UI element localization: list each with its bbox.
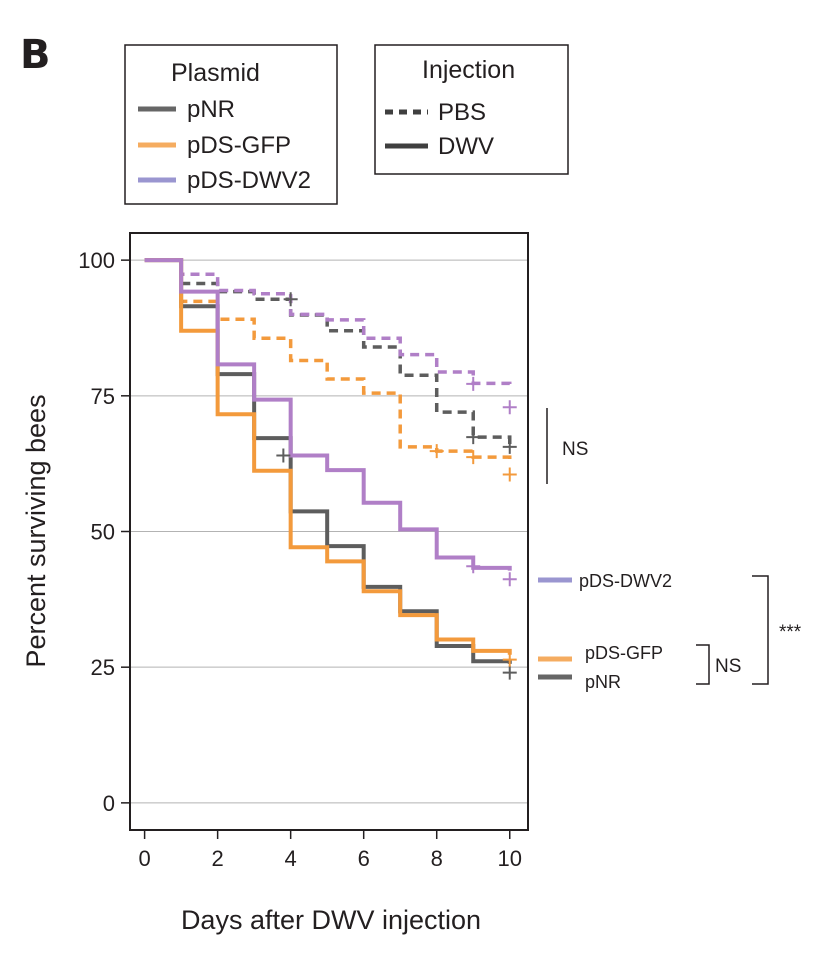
censor-marks	[276, 292, 517, 680]
legend-label-pds-gfp: pDS-GFP	[187, 132, 291, 159]
end-label-pds-gfp: pDS-GFP	[585, 643, 663, 663]
censor-mark	[502, 439, 517, 454]
dwv2-significance-label: ***	[779, 622, 802, 643]
censor-mark	[466, 450, 481, 465]
y-tick-label: 50	[91, 520, 115, 545]
plot-area: 0 25 50 75 100 0 2 4 6 8 10	[78, 232, 529, 871]
y-tick-label: 0	[103, 791, 115, 816]
censor-mark	[429, 444, 444, 459]
series-layer	[144, 258, 512, 664]
legend-label-dwv: DWV	[438, 133, 494, 160]
panel-label: B	[20, 32, 51, 78]
censor-mark	[502, 572, 517, 587]
dwv2-significance-bracket	[752, 575, 769, 685]
censor-mark	[276, 448, 291, 463]
x-tick-label: 6	[358, 846, 370, 871]
injection-legend: Injection PBS DWV	[374, 44, 569, 175]
x-tick-label: 2	[212, 846, 224, 871]
x-tick-label: 0	[138, 846, 150, 871]
censor-mark	[502, 400, 517, 415]
x-tick-label: 8	[431, 846, 443, 871]
legend-label-pnr: pNR	[187, 96, 235, 123]
series-pds-dwv2-pbs	[144, 258, 512, 388]
censor-mark	[502, 467, 517, 482]
legend-label-pbs: PBS	[438, 99, 486, 126]
censor-mark	[502, 652, 517, 667]
gfp-pnr-bracket	[696, 644, 710, 685]
censor-mark	[466, 430, 481, 445]
y-tick-label: 75	[91, 384, 115, 409]
plasmid-legend-title: Plasmid	[171, 59, 260, 87]
series-pds-dwv2-dwv	[144, 258, 512, 571]
y-tick-label: 100	[78, 248, 115, 273]
injection-legend-frame	[374, 44, 569, 175]
series-pnr-pbs	[144, 258, 512, 447]
censor-mark	[466, 559, 481, 574]
censor-mark	[502, 665, 517, 680]
end-label-pnr: pNR	[585, 672, 621, 692]
x-axis-ticks: 0 2 4 6 8 10	[138, 830, 522, 871]
y-axis-title: Percent surviving bees	[21, 394, 51, 667]
x-axis-title: Days after DWV injection	[181, 905, 481, 935]
plasmid-legend: Plasmid pNR pDS-GFP pDS-DWV2	[124, 44, 338, 205]
x-tick-label: 4	[285, 846, 297, 871]
pbs-ns-label: NS	[562, 439, 588, 460]
censor-mark	[283, 292, 298, 307]
y-tick-label: 25	[91, 655, 115, 680]
x-tick-label: 10	[498, 846, 522, 871]
y-axis-ticks: 0 25 50 75 100	[78, 248, 130, 816]
censor-mark	[466, 376, 481, 391]
legend-label-pds-dwv2: pDS-DWV2	[187, 167, 311, 194]
injection-legend-title: Injection	[422, 56, 515, 84]
end-label-pds-dwv2: pDS-DWV2	[579, 571, 672, 591]
gfp-pnr-ns-label: NS	[715, 656, 741, 677]
